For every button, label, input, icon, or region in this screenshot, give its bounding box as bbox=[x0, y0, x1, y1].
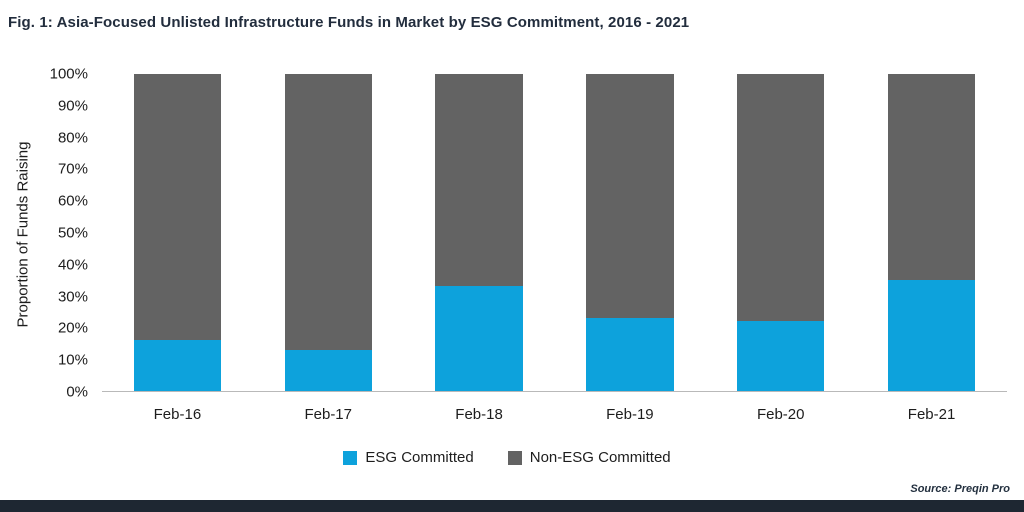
y-tick-label: 10% bbox=[57, 351, 88, 369]
x-tick-label: Feb-19 bbox=[606, 406, 654, 423]
footer-accent-bar bbox=[0, 500, 1024, 512]
bar-group-feb-16 bbox=[102, 74, 253, 391]
x-tick-label: Feb-20 bbox=[756, 406, 805, 423]
stacked-bar[interactable] bbox=[133, 74, 222, 391]
stacked-bar[interactable] bbox=[887, 74, 976, 391]
y-tick-label: 40% bbox=[57, 256, 88, 274]
bar-segment-esg-committed[interactable] bbox=[284, 349, 372, 391]
x-axis-labels: Feb-16 Feb-17 Feb-18 Feb-19 Feb-20 Feb-21 bbox=[102, 398, 1007, 423]
source-credit: Source: Preqin Pro bbox=[910, 483, 1010, 495]
x-tick-label: Feb-21 bbox=[907, 406, 956, 423]
bar-group-feb-20 bbox=[705, 74, 856, 391]
bar-group-feb-17 bbox=[253, 74, 404, 391]
x-tick-label: Feb-16 bbox=[153, 406, 202, 423]
plot-area bbox=[102, 74, 1007, 392]
bar-segment-esg-committed[interactable] bbox=[887, 280, 976, 391]
y-tick-label: 70% bbox=[57, 160, 88, 178]
legend-label: ESG Committed bbox=[365, 449, 474, 466]
y-tick-label: 50% bbox=[57, 224, 88, 242]
y-tick-label: 0% bbox=[66, 383, 88, 401]
bar-segment-non-esg-committed[interactable] bbox=[887, 74, 976, 281]
bar-segment-esg-committed[interactable] bbox=[736, 321, 825, 391]
y-tick-label: 100% bbox=[49, 65, 88, 83]
y-axis-ticks: 0% 10% 20% 30% 40% 50% 60% 70% 80% 90% 100% bbox=[36, 66, 96, 401]
bar-segment-esg-committed[interactable] bbox=[435, 286, 523, 391]
legend-label: Non-ESG Committed bbox=[529, 449, 671, 466]
bar-group-feb-21 bbox=[856, 74, 1007, 391]
bar-group-feb-19 bbox=[554, 74, 705, 391]
y-tick-label: 20% bbox=[57, 319, 88, 337]
bar-segment-esg-committed[interactable] bbox=[586, 318, 674, 391]
x-tick-label: Feb-17 bbox=[304, 406, 352, 423]
legend-item-non-esg-committed: Non-ESG Committed bbox=[507, 449, 671, 466]
y-tick-label: 60% bbox=[57, 192, 88, 210]
stacked-bar[interactable] bbox=[435, 74, 523, 391]
y-tick-label: 90% bbox=[57, 97, 88, 115]
chart-title: Fig. 1: Asia-Focused Unlisted Infrastruc… bbox=[8, 14, 690, 31]
bar-segment-non-esg-committed[interactable] bbox=[435, 74, 523, 287]
y-tick-label: 30% bbox=[57, 288, 88, 306]
legend-swatch-icon bbox=[343, 450, 358, 465]
bar-segment-esg-committed[interactable] bbox=[133, 340, 222, 391]
legend-swatch-icon bbox=[507, 450, 522, 465]
stacked-bar[interactable] bbox=[284, 74, 372, 391]
chart-legend: ESG Committed Non-ESG Committed bbox=[0, 449, 1014, 466]
bar-segment-non-esg-committed[interactable] bbox=[284, 74, 372, 350]
y-tick-label: 80% bbox=[57, 129, 88, 147]
bar-group-feb-18 bbox=[404, 74, 555, 391]
stacked-bar[interactable] bbox=[586, 74, 674, 391]
stacked-bar[interactable] bbox=[736, 74, 825, 391]
legend-item-esg-committed: ESG Committed bbox=[343, 449, 474, 466]
bar-segment-non-esg-committed[interactable] bbox=[586, 74, 674, 319]
y-axis-title: Proportion of Funds Raising bbox=[14, 141, 32, 328]
bar-segment-non-esg-committed[interactable] bbox=[133, 74, 222, 341]
bar-segment-non-esg-committed[interactable] bbox=[736, 74, 825, 322]
x-tick-label: Feb-18 bbox=[455, 406, 503, 423]
